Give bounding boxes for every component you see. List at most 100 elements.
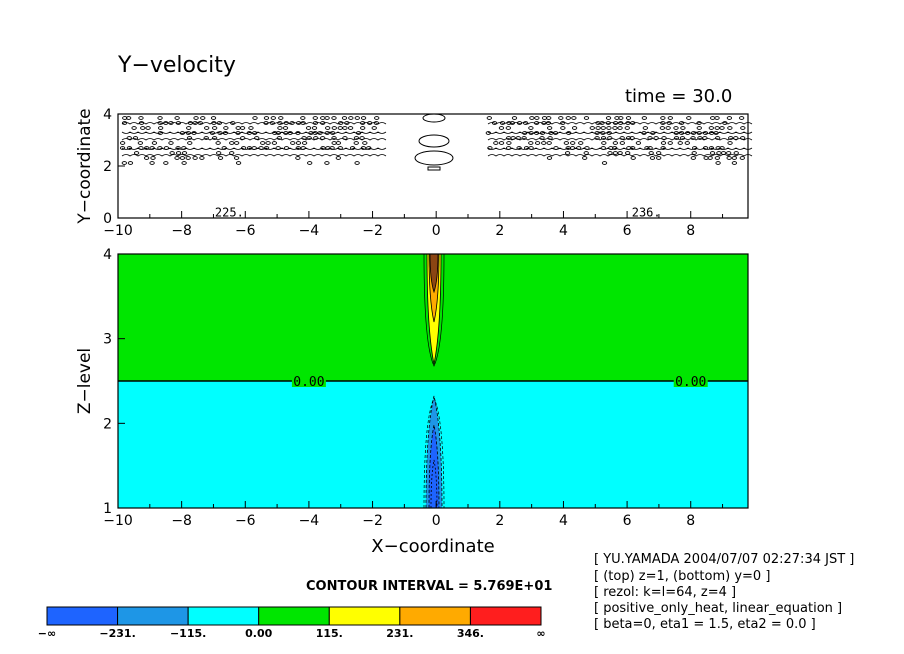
contour-mark <box>239 126 246 130</box>
bottom-contour-labels: 0.00 0.00 <box>291 374 708 390</box>
x-tick-label: 2 <box>495 223 504 239</box>
contour-mark <box>499 121 506 125</box>
x-tick-label: −8 <box>171 513 192 529</box>
contour-mark <box>149 161 155 165</box>
contour-mark <box>145 126 151 130</box>
contour-mark <box>661 136 667 140</box>
contour-mark <box>618 116 624 120</box>
contour-mark <box>133 151 140 155</box>
contour-mark <box>558 116 564 120</box>
contour-mark <box>571 126 578 130</box>
contour-mark <box>278 116 284 120</box>
colorbar-label: ∞ <box>536 627 545 640</box>
bottom-y-axis-label: Z−level <box>75 348 95 414</box>
contour-mark <box>697 136 703 140</box>
contour-mark <box>252 116 258 120</box>
top-x-ticks: −10 −8 −6 −4 −2 0 2 4 6 8 <box>103 211 724 239</box>
contour-mark <box>289 121 295 125</box>
contour-mark <box>612 146 618 150</box>
contour-mark <box>204 126 210 130</box>
contour-mark <box>233 156 240 160</box>
contour-mark <box>290 141 296 145</box>
contour-mark <box>295 146 301 150</box>
contour-mark <box>200 116 206 120</box>
contour-interval-label: CONTOUR INTERVAL = 5.769E+01 <box>306 579 552 594</box>
contour-mark <box>690 156 696 160</box>
contour-mark <box>601 161 608 165</box>
contour-mark <box>714 116 720 120</box>
contour-mark <box>137 141 144 145</box>
x-tick-label: −4 <box>299 513 320 529</box>
contour-mark <box>644 146 650 150</box>
contour-mark <box>673 136 680 140</box>
top-y-axis-label: Y−coordinate <box>75 108 95 224</box>
contour-mark <box>330 131 336 135</box>
colorbar-label: 231. <box>386 627 413 640</box>
contour-mark <box>528 126 534 130</box>
contour-mark <box>599 121 605 125</box>
contour-mark <box>349 146 356 150</box>
contour-mark <box>547 126 553 130</box>
contour-mark <box>715 136 721 140</box>
contour-mark <box>678 131 685 135</box>
contour-mark <box>498 126 505 130</box>
contour-mark <box>320 146 326 150</box>
contour-mark <box>708 146 715 150</box>
colorbar-label: 0.00 <box>245 627 272 640</box>
contour-mark <box>680 126 686 130</box>
contour-mark <box>366 146 372 150</box>
contour-mark <box>601 141 607 145</box>
contour-mark <box>216 151 222 155</box>
contour-mark <box>740 126 746 130</box>
contour-mark <box>331 116 337 120</box>
contour-mark <box>647 136 653 140</box>
contour-mark <box>174 116 180 120</box>
contour-mark <box>307 161 313 165</box>
contour-mark <box>263 116 270 120</box>
contour-mark <box>547 136 553 140</box>
contour-mark <box>187 141 193 145</box>
contour-mark <box>521 136 527 140</box>
contour-mark <box>276 136 282 140</box>
contour-mark <box>728 136 734 140</box>
contour-mark <box>583 116 590 120</box>
contour-mark <box>122 116 128 120</box>
contour-mark <box>282 126 289 130</box>
contour-mark <box>600 136 607 140</box>
contour-mark <box>157 126 164 130</box>
contour-mark <box>594 136 600 140</box>
top-contour-labels: 225. 236. <box>215 206 661 220</box>
contour-mark <box>522 121 529 125</box>
contour-mark <box>612 126 618 130</box>
contour-mark <box>174 156 180 160</box>
colorbar-swatch <box>187 606 260 626</box>
contour-mark <box>300 116 306 120</box>
x-tick-label: −2 <box>362 223 383 239</box>
contour-mark <box>605 116 612 120</box>
contour-mark <box>185 131 191 135</box>
contour-mark <box>560 121 566 125</box>
contour-mark <box>168 141 174 145</box>
contour-mark <box>660 146 666 150</box>
contour-mark <box>733 151 739 155</box>
contour-line <box>487 122 753 125</box>
info-block: [ YU.YAMADA 2004/07/07 02:27:34 JST ] [ … <box>594 552 854 632</box>
contour-mark <box>684 141 690 145</box>
contour-mark <box>667 141 673 145</box>
colorbar: −∞ −231. −115. 0.00 115. 231. 346. ∞ <box>38 606 546 640</box>
contour-line <box>121 154 387 157</box>
contour-mark <box>269 121 275 125</box>
info-line: [ rezol: k=l=64, z=4 ] <box>594 585 736 600</box>
contour-mark <box>486 116 492 120</box>
contour-mark <box>360 126 366 130</box>
contour-mark <box>546 141 552 145</box>
contour-mark <box>498 141 505 145</box>
top-plot-frame <box>117 113 749 219</box>
x-tick-label: −2 <box>362 513 383 529</box>
contour-mark <box>341 116 348 120</box>
contour-mark <box>739 116 745 120</box>
contour-mark <box>607 151 613 155</box>
contour-mark <box>624 126 630 130</box>
contour-mark <box>354 161 360 165</box>
x-tick-label: 8 <box>686 223 695 239</box>
